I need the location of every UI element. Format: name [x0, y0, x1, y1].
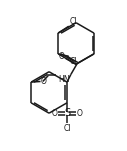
Text: O: O — [41, 77, 47, 86]
Text: Cl: Cl — [69, 57, 77, 66]
Text: HN: HN — [58, 75, 70, 84]
Text: O: O — [58, 52, 64, 61]
Text: Cl: Cl — [69, 17, 77, 26]
Text: O: O — [52, 109, 58, 118]
Text: O: O — [76, 109, 82, 118]
Text: S: S — [64, 109, 70, 119]
Text: Cl: Cl — [63, 124, 71, 133]
